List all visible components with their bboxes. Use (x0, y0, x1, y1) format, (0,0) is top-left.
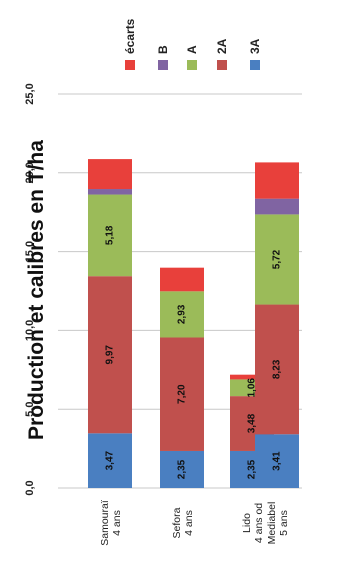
legend-label-2a: 2A (215, 38, 229, 54)
bar-segment-2a (255, 304, 299, 435)
bar-segment-3a (88, 433, 132, 488)
category-label: Lido4 ans od (241, 503, 265, 543)
data-label: 3,47 (105, 450, 116, 470)
category-label: Sefora4 ans (171, 507, 195, 538)
tick-label: 5,0 (24, 402, 36, 417)
legend-label-3a: 3A (248, 38, 262, 54)
data-label: 5,72 (272, 249, 283, 269)
data-label: 7,20 (177, 384, 188, 404)
data-label: 2,35 (247, 459, 258, 479)
bar-segment-a (255, 214, 299, 305)
legend-swatch-a (187, 60, 197, 70)
bar-segment-2a (88, 276, 132, 434)
tick-label: 0,0 (24, 480, 36, 495)
tick-label: 25,0 (24, 83, 36, 104)
bar-segment-3a (255, 434, 299, 488)
legend-swatch-2a (217, 60, 227, 70)
bar-segment-ecarts (255, 162, 299, 199)
chart-title: Production et calibres en T/ha (25, 140, 48, 440)
labels-layer: 3,47 9,97 5,18 2,35 7,20 2,93 2,35 3,48 1,06 3,41… (105, 225, 283, 479)
tick-label: 15,0 (24, 241, 36, 262)
legend: écarts B A 2A 3A (123, 18, 262, 70)
category-labels: Samouraï4 ans Sefora4 ans Lido4 ans od Medi… (99, 500, 290, 546)
bar-segment-b (255, 198, 299, 215)
data-label: 8,23 (272, 359, 283, 379)
data-label: 5,18 (105, 225, 116, 245)
legend-label-ecarts: écarts (123, 18, 137, 54)
category-label: Mediabel5 ans (266, 502, 290, 545)
data-label: 9,97 (105, 345, 116, 365)
tick-labels: 0,0 5,0 10,0 15,0 20,0 25,0 (24, 83, 36, 495)
bar-segment-b (88, 189, 132, 195)
bar-segment-ecarts (160, 267, 204, 292)
data-label: 3,48 (247, 413, 258, 433)
data-label: 1,06 (247, 378, 258, 398)
bar-segment-2a (160, 337, 204, 451)
tick-label: 20,0 (24, 162, 36, 183)
bar-segment-ecarts (88, 159, 132, 190)
data-label: 2,93 (177, 304, 188, 324)
data-label: 2,35 (177, 459, 188, 479)
bar-segment-3a (160, 450, 204, 488)
category-label: Samouraï4 ans (99, 500, 123, 546)
legend-swatch-3a (250, 60, 260, 70)
legend-swatch-ecarts (125, 60, 135, 70)
legend-swatch-b (158, 60, 168, 70)
bar-segment-a (160, 291, 204, 338)
tick-label: 10,0 (24, 320, 36, 341)
bar-segment-ecarts (230, 374, 274, 380)
legend-label-b: B (156, 45, 170, 54)
bar-segment-a (88, 194, 132, 277)
legend-label-a: A (185, 45, 199, 54)
bars-layer (88, 159, 299, 488)
data-label: 3,41 (272, 451, 283, 471)
